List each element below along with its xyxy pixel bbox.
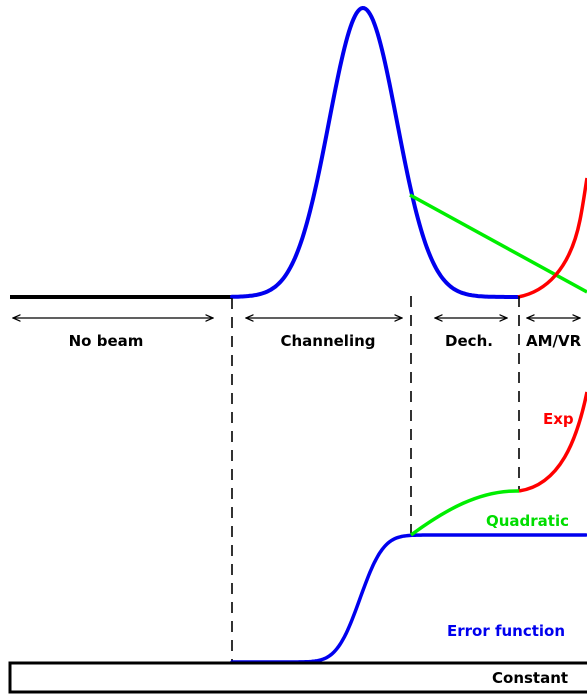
exp-curve-bottom xyxy=(518,391,587,493)
constant-box xyxy=(8,661,587,694)
dechanneling-linear-line xyxy=(409,193,587,294)
channeling-gaussian-curve xyxy=(230,5,521,299)
region-label-no-beam: No beam xyxy=(69,332,144,350)
region-label-channeling: Channeling xyxy=(280,332,375,350)
component-label-constant: Constant xyxy=(492,669,568,687)
region-label-dechanneling: Dech. xyxy=(445,332,493,350)
amvr-exp-curve-top xyxy=(517,177,587,299)
component-label-quadratic: Quadratic xyxy=(486,512,569,530)
quadratic-curve xyxy=(409,489,520,537)
component-label-error-function: Error function xyxy=(447,622,565,640)
component-label-exp: Exp xyxy=(543,410,574,428)
region-label-amvr: AM/VR xyxy=(526,332,582,350)
error-function-curve xyxy=(230,533,587,664)
